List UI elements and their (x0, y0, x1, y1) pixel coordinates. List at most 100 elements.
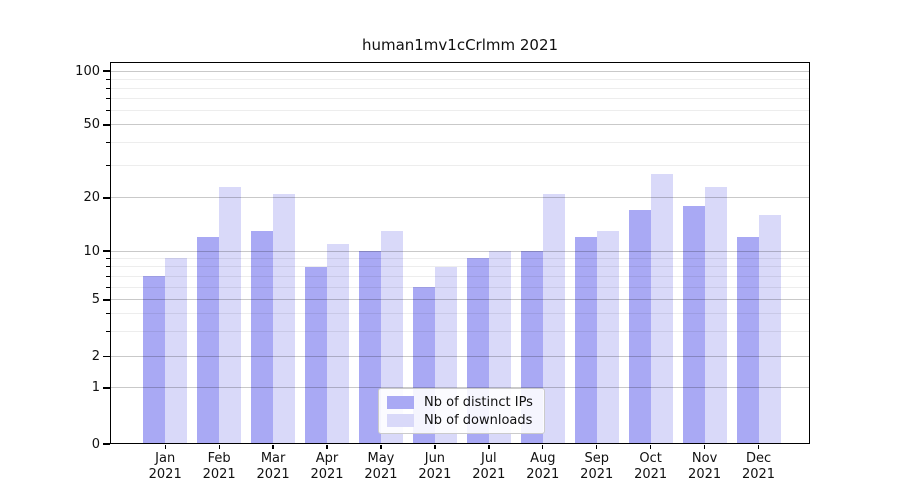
x-tick-month: Apr (315, 451, 339, 466)
bar-nb-of-distinct-ips-dec (736, 237, 759, 444)
legend-swatch-downloads-icon (387, 413, 414, 427)
x-tick-mark (272, 444, 274, 450)
y-minor-tick-mark (106, 331, 110, 332)
x-tick-label: Sep 2021 (557, 451, 637, 482)
x-tick-month: Feb (207, 451, 231, 466)
legend-label-downloads: Nb of downloads (424, 412, 533, 428)
y-tick-mark (103, 299, 110, 301)
y-tick-mark (103, 443, 110, 445)
x-tick-mark (218, 444, 220, 450)
x-tick-label: Jan 2021 (125, 451, 205, 482)
x-tick-mark (488, 444, 490, 450)
x-tick-year: 2021 (256, 466, 290, 482)
x-tick-year: 2021 (148, 466, 182, 482)
x-tick-mark (757, 444, 760, 450)
x-tick-label: Aug 2021 (503, 451, 583, 482)
y-tick-label: 20 (83, 190, 100, 206)
bar-nb-of-distinct-ips-nov (682, 206, 705, 444)
x-tick-year: 2021 (688, 466, 722, 482)
y-minor-tick-mark (106, 142, 110, 144)
x-tick-year: 2021 (526, 466, 560, 482)
x-tick-mark (596, 444, 598, 450)
x-tick-label: Oct 2021 (611, 451, 691, 482)
y-tick-label: 5 (91, 292, 100, 308)
legend-label-distinct-ips: Nb of distinct IPs (424, 395, 533, 411)
x-tick-mark (164, 444, 166, 450)
x-tick-year: 2021 (418, 466, 452, 482)
x-tick-label: May 2021 (341, 451, 421, 482)
legend-item-downloads: Nb of downloads (387, 412, 536, 430)
y-tick-label: 0 (91, 436, 100, 452)
bar-nb-of-distinct-ips-oct (628, 210, 651, 444)
y-minor-tick-mark (106, 78, 110, 80)
y-minor-tick-mark (106, 286, 110, 288)
bar-nb-of-distinct-ips-mar (251, 230, 274, 444)
x-tick-mark (542, 444, 544, 450)
y-tick-label: 1 (91, 380, 100, 396)
x-tick-year: 2021 (364, 466, 398, 482)
x-tick-year: 2021 (580, 466, 614, 482)
x-tick-year: 2021 (634, 466, 668, 482)
x-tick-month: May (367, 451, 395, 466)
y-tick-mark (103, 197, 110, 199)
x-tick-mark (326, 444, 328, 450)
y-tick-mark (103, 250, 110, 252)
y-minor-tick-mark (106, 266, 110, 268)
bar-nb-of-downloads-aug (542, 194, 565, 444)
x-tick-mark (650, 444, 652, 450)
x-tick-month: Dec (745, 451, 772, 466)
x-tick-year: 2021 (202, 466, 236, 482)
x-tick-year: 2021 (310, 466, 344, 482)
x-tick-label: Jun 2021 (395, 451, 475, 482)
bar-nb-of-downloads-oct (650, 174, 673, 444)
x-tick-month: Jan (155, 451, 176, 466)
y-minor-tick-mark (106, 165, 110, 167)
y-minor-tick-mark (106, 313, 110, 315)
bar-nb-of-downloads-apr (327, 243, 350, 444)
x-tick-month: Aug (530, 451, 556, 466)
x-tick-label: Nov 2021 (665, 451, 745, 482)
bar-nb-of-distinct-ips-feb (197, 237, 220, 444)
x-tick-month: Sep (584, 451, 609, 466)
x-tick-year: 2021 (472, 466, 506, 482)
bar-nb-of-downloads-feb (219, 186, 242, 444)
x-tick-label: Jul 2021 (449, 451, 529, 482)
x-tick-mark (704, 444, 706, 450)
x-tick-mark (434, 444, 436, 450)
bar-nb-of-downloads-dec (758, 215, 781, 444)
y-minor-tick-mark (106, 257, 110, 259)
x-tick-label: Apr 2021 (287, 451, 367, 482)
plot-area: Nb of distinct IPs Nb of downloads (110, 62, 810, 444)
x-tick-month: Nov (691, 451, 718, 466)
bar-nb-of-downloads-mar (273, 194, 296, 444)
x-tick-label: Mar 2021 (233, 451, 313, 482)
x-tick-month: Mar (260, 451, 286, 466)
y-minor-tick-mark (106, 110, 110, 112)
x-tick-month: Jul (480, 451, 497, 466)
y-tick-label: 100 (75, 63, 100, 79)
legend-item-distinct-ips: Nb of distinct IPs (387, 394, 536, 412)
x-tick-label: Feb 2021 (179, 451, 259, 482)
y-tick-label: 50 (83, 117, 100, 133)
bar-nb-of-distinct-ips-may (358, 251, 381, 444)
x-tick-label: Dec 2021 (719, 451, 799, 482)
y-minor-tick-mark (106, 275, 110, 277)
y-tick-mark (103, 124, 110, 126)
y-tick-mark (103, 355, 110, 358)
bar-nb-of-downloads-jan (165, 258, 188, 444)
bar-nb-of-distinct-ips-sep (574, 237, 597, 444)
bar-nb-of-downloads-sep (596, 230, 619, 444)
y-tick-label: 10 (83, 243, 100, 259)
x-tick-mark (380, 444, 382, 450)
x-tick-month: Jun (424, 451, 446, 466)
y-tick-label: 2 (91, 349, 100, 365)
legend: Nb of distinct IPs Nb of downloads (378, 388, 545, 434)
bar-nb-of-distinct-ips-jan (143, 276, 166, 444)
x-tick-month: Oct (639, 451, 662, 466)
y-minor-tick-mark (106, 98, 110, 100)
y-tick-mark (103, 70, 110, 72)
bar-nb-of-distinct-ips-apr (305, 266, 328, 444)
x-tick-year: 2021 (741, 466, 776, 482)
y-minor-tick-mark (106, 87, 110, 89)
